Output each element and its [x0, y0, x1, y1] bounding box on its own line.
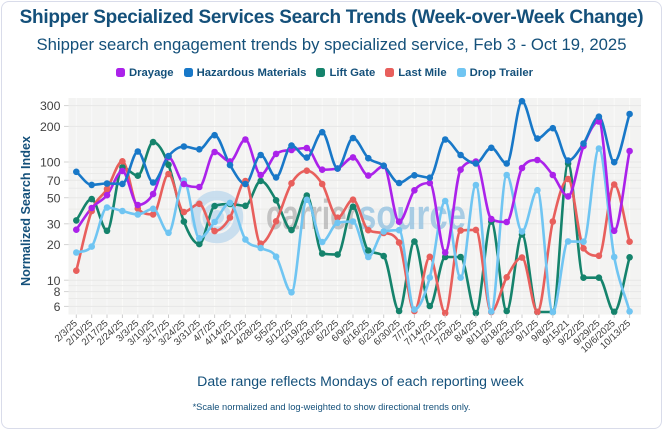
svg-text:50: 50 — [47, 191, 61, 205]
svg-text:70: 70 — [47, 174, 61, 188]
svg-text:20: 20 — [47, 238, 61, 252]
svg-text:8: 8 — [54, 285, 61, 299]
svg-text:300: 300 — [40, 99, 61, 113]
svg-text:Normalized Search Index: Normalized Search Index — [18, 135, 33, 286]
svg-text:100: 100 — [40, 156, 61, 170]
svg-text:30: 30 — [47, 217, 61, 231]
svg-text:10: 10 — [47, 274, 61, 288]
svg-text:6: 6 — [54, 300, 61, 314]
svg-text:200: 200 — [40, 120, 61, 134]
